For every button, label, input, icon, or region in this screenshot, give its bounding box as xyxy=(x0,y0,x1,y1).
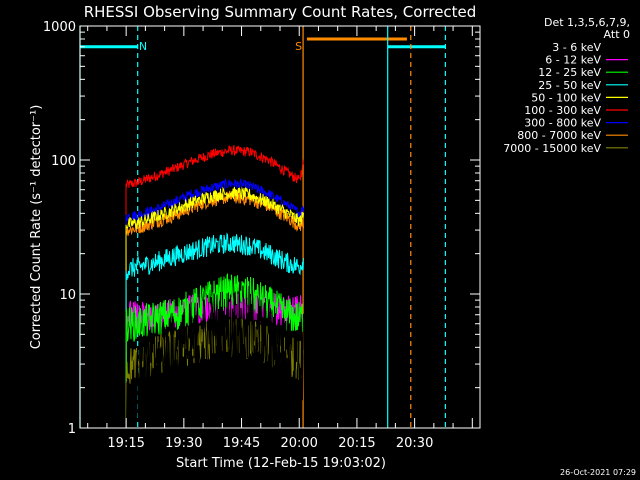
x-tick-label: 19:15 xyxy=(107,436,144,451)
legend-entry-label: 7000 - 15000 keV xyxy=(503,142,601,155)
y-tick-label: 100 xyxy=(51,154,76,169)
legend-entry-label: 300 - 800 keV xyxy=(524,117,601,130)
legend-entry-label: 6 - 12 keV xyxy=(545,54,601,67)
y-tick-label: 10 xyxy=(59,288,76,303)
y-tick-label: 1000 xyxy=(43,20,76,35)
x-tick-label: 20:30 xyxy=(396,436,433,451)
interval-bars xyxy=(80,37,446,49)
x-axis-label: Start Time (12-Feb-15 19:03:02) xyxy=(176,456,386,471)
y-tick-label: 1 xyxy=(68,422,76,437)
legend-header-detectors: Det 1,3,5,6,7,9, xyxy=(544,16,630,29)
legend-entry-label: 25 - 50 keV xyxy=(538,79,601,92)
series-line xyxy=(125,177,304,429)
legend-entry-label: 3 - 6 keV xyxy=(552,41,601,54)
series-line xyxy=(125,144,304,429)
x-tick-label: 19:45 xyxy=(223,436,260,451)
chart-title: RHESSI Observing Summary Count Rates, Co… xyxy=(84,3,477,21)
annotation-label: S xyxy=(295,40,302,53)
series-group xyxy=(125,144,304,429)
annotation-label: N xyxy=(139,40,147,53)
x-axis-ticks: 19:15 19:30 19:45 20:00 20:15 20:30 xyxy=(87,26,473,451)
x-tick-label: 19:30 xyxy=(165,436,202,451)
y-axis-ticks: 1 10 100 1000 xyxy=(43,20,480,437)
series-line xyxy=(125,186,304,429)
y-axis-label: Corrected Count Rate (s⁻¹ detector⁻¹) xyxy=(29,105,44,350)
footer-timestamp: 26-Oct-2021 07:29 xyxy=(560,468,636,477)
series-line xyxy=(126,284,304,429)
legend-header-attenuator: Att 0 xyxy=(604,28,630,41)
legend-entry-label: 800 - 7000 keV xyxy=(517,129,601,142)
x-tick-label: 20:00 xyxy=(280,436,317,451)
legend-entry-label: 100 - 300 keV xyxy=(524,104,601,117)
series-line xyxy=(125,232,304,429)
legend-entry-label: 50 - 100 keV xyxy=(531,91,601,104)
series-line xyxy=(125,272,304,429)
legend-entry-label: 12 - 25 keV xyxy=(538,66,601,79)
x-tick-label: 20:15 xyxy=(338,436,375,451)
